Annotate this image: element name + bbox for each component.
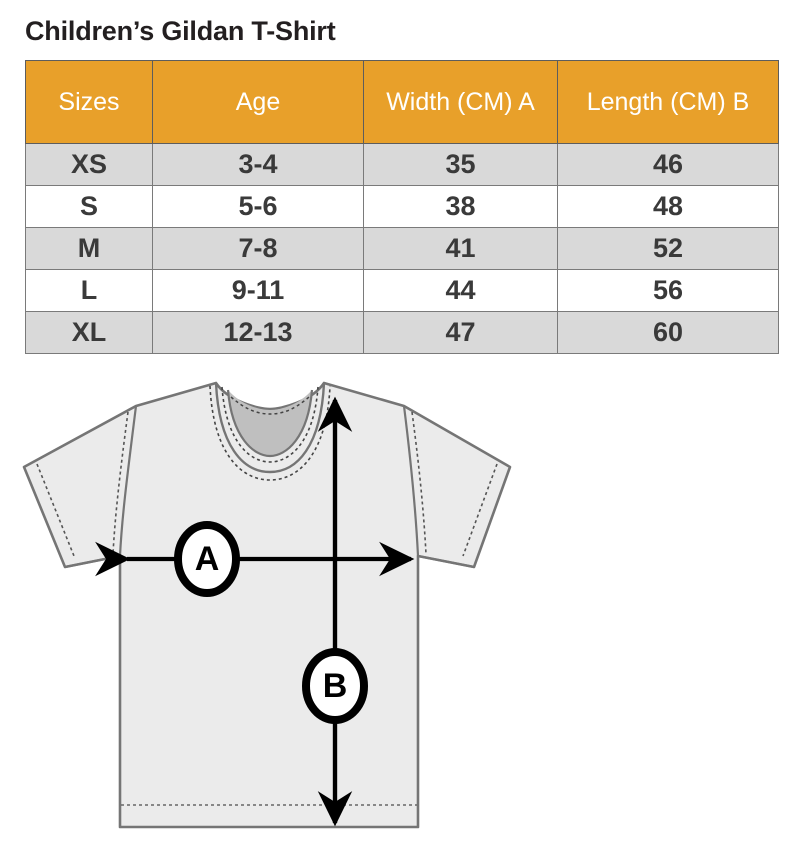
dimension-b-label: B [323, 667, 348, 705]
collar-stitch-outer [209, 385, 331, 481]
table-header-row: Sizes Age Width (CM) A Length (CM) B [25, 60, 779, 144]
cell-size: XL [25, 311, 153, 354]
cell-width: 38 [363, 185, 558, 228]
left-sleeve-stitch [36, 463, 75, 557]
cell-size: M [25, 227, 153, 270]
dimension-a-group: A [95, 521, 415, 597]
cell-age: 9-11 [152, 269, 364, 312]
cell-size: XS [25, 143, 153, 186]
dimension-b-badge [302, 648, 368, 724]
collar-neckband-outer [214, 382, 326, 474]
cell-length: 56 [557, 269, 779, 312]
dimension-a-label: A [195, 540, 220, 578]
tshirt-silhouette [22, 381, 512, 829]
cell-size: L [25, 269, 153, 312]
column-header-sizes: Sizes [25, 60, 153, 144]
table-row: S 5-6 38 48 [25, 185, 779, 228]
table-row: XS 3-4 35 46 [25, 143, 779, 186]
cell-age: 7-8 [152, 227, 364, 270]
right-armhole-seam [402, 405, 420, 557]
table-row: XL 12-13 47 60 [25, 311, 779, 354]
cell-width: 35 [363, 143, 558, 186]
cell-size: S [25, 185, 153, 228]
collar-neckband-inner [226, 389, 314, 458]
cell-width: 44 [363, 269, 558, 312]
cell-length: 60 [557, 311, 779, 354]
column-header-width: Width (CM) A [363, 60, 558, 144]
left-armhole-stitch [112, 411, 129, 555]
cell-length: 46 [557, 143, 779, 186]
cell-age: 12-13 [152, 311, 364, 354]
left-armhole-seam [118, 405, 138, 557]
collar-stitch-top [230, 396, 310, 415]
dimension-b-group: B [302, 396, 368, 827]
collar-stitch-inner [221, 386, 319, 463]
right-sleeve-stitch [462, 463, 498, 557]
cell-age: 5-6 [152, 185, 364, 228]
collar-inner-fill [228, 390, 312, 456]
cell-width: 47 [363, 311, 558, 354]
column-header-age: Age [152, 60, 364, 144]
cell-length: 48 [557, 185, 779, 228]
page-title: Children’s Gildan T-Shirt [25, 16, 336, 46]
cell-length: 52 [557, 227, 779, 270]
right-sleeve-hem [417, 554, 475, 569]
size-chart-table: Sizes Age Width (CM) A Length (CM) B XS … [25, 60, 779, 354]
dimension-a-badge [174, 521, 240, 597]
tshirt-diagram: A B [0, 360, 800, 857]
cell-age: 3-4 [152, 143, 364, 186]
column-header-length: Length (CM) B [557, 60, 779, 144]
table-row: L 9-11 44 56 [25, 269, 779, 312]
table-row: M 7-8 41 52 [25, 227, 779, 270]
right-armhole-stitch [411, 411, 427, 555]
cell-width: 41 [363, 227, 558, 270]
